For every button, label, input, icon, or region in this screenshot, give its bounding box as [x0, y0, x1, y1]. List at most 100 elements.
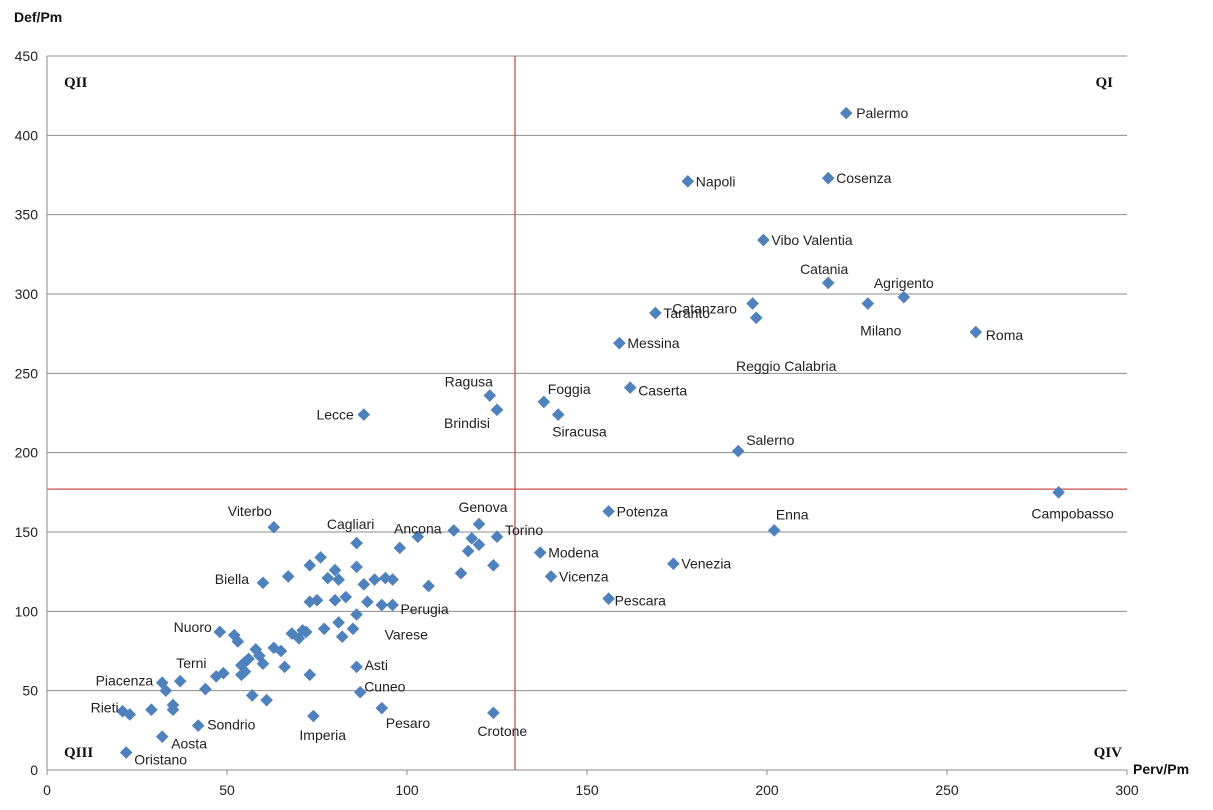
data-point	[260, 693, 273, 707]
data-point	[746, 297, 759, 310]
y-tick-label: 250	[15, 365, 39, 381]
data-point	[119, 746, 133, 759]
data-point	[613, 336, 626, 350]
point-label: Catania	[800, 261, 848, 277]
point-label: Brindisi	[444, 415, 490, 431]
data-point	[231, 635, 245, 648]
data-point	[393, 541, 407, 555]
data-point	[278, 660, 291, 674]
data-point	[256, 576, 270, 590]
data-point	[749, 311, 763, 325]
data-point	[379, 571, 392, 585]
data-point	[969, 325, 983, 339]
point-label: Catanzaro	[672, 301, 737, 317]
point-label: Potenza	[617, 503, 669, 519]
gridlines	[47, 55, 1127, 692]
y-tick-label: 300	[15, 286, 39, 302]
data-point	[361, 595, 374, 609]
y-tick-label: 150	[15, 524, 39, 540]
data-point	[159, 684, 173, 697]
x-axis-title: Perv/Pm	[1133, 761, 1189, 777]
data-point	[166, 698, 180, 712]
data-point	[328, 593, 342, 607]
data-point	[249, 643, 263, 656]
data-point	[490, 403, 504, 417]
data-point	[386, 573, 399, 586]
data-point	[821, 171, 835, 185]
point-label: Imperia	[299, 727, 346, 743]
data-point	[321, 571, 335, 585]
y-tick-label: 0	[30, 762, 38, 778]
point-label: Perugia	[400, 601, 448, 617]
point-label: Asti	[365, 657, 388, 673]
data-point	[757, 233, 770, 247]
point-label: Torino	[505, 522, 543, 538]
data-point	[454, 566, 468, 580]
y-tick-label: 350	[15, 207, 39, 223]
point-label: Messina	[627, 335, 679, 351]
data-point	[281, 570, 295, 583]
data-point	[274, 644, 288, 658]
point-label: Ancona	[394, 520, 442, 536]
data-point	[303, 668, 317, 682]
data-point	[533, 546, 547, 559]
point-label: Caserta	[638, 383, 687, 399]
point-label: Oristano	[134, 752, 187, 768]
data-point	[332, 573, 345, 586]
x-tick-label: 200	[755, 782, 779, 798]
point-label: Reggio Calabria	[736, 358, 837, 374]
point-label: Modena	[548, 545, 599, 561]
point-label: Cosenza	[836, 170, 891, 186]
point-label: Biella	[215, 571, 249, 587]
data-point	[767, 524, 781, 537]
data-point	[299, 625, 313, 639]
data-point	[667, 557, 680, 571]
data-point	[191, 719, 205, 732]
data-point	[242, 652, 255, 666]
point-label: Piacenza	[96, 673, 154, 689]
data-point	[350, 560, 363, 574]
data-point	[328, 563, 342, 577]
data-point	[357, 408, 371, 421]
data-point	[353, 685, 367, 699]
data-point	[217, 666, 230, 680]
y-tick-label: 450	[15, 48, 39, 64]
data-point	[317, 622, 331, 636]
data-point	[213, 625, 227, 639]
point-labels: Palermo Napoli Cosenza Vibo Valentia Catania…	[91, 105, 1114, 767]
point-label: Sondrio	[207, 717, 255, 733]
data-point	[173, 674, 187, 688]
point-label: Rieti	[91, 699, 119, 715]
point-label: Genova	[458, 499, 507, 515]
data-point	[386, 598, 399, 612]
data-point	[487, 706, 500, 720]
point-label: Enna	[776, 506, 809, 522]
data-point	[897, 290, 911, 304]
point-label: Taranto	[663, 305, 710, 321]
point-label: Napoli	[696, 173, 736, 189]
point-label: Viterbo	[228, 503, 272, 519]
data-point	[490, 530, 504, 544]
x-tick-label: 100	[395, 782, 419, 798]
point-label: Lecce	[316, 407, 354, 423]
data-point	[411, 530, 425, 544]
point-label: Campobasso	[1031, 505, 1114, 521]
point-label: Varese	[385, 627, 429, 643]
data-point	[350, 536, 363, 550]
data-point	[314, 551, 327, 564]
data-point	[368, 573, 381, 586]
data-point	[731, 444, 745, 458]
data-point	[602, 505, 615, 518]
data-point	[332, 616, 345, 629]
data-point	[821, 276, 835, 290]
data-point	[861, 297, 875, 310]
data-point	[544, 570, 558, 583]
data-point	[350, 660, 363, 674]
point-label: Ragusa	[445, 374, 493, 390]
point-label: Milano	[860, 323, 901, 339]
point-label: Pesaro	[386, 715, 431, 731]
data-point	[375, 598, 389, 612]
reference-lines	[47, 56, 1127, 770]
data-point	[238, 665, 252, 678]
